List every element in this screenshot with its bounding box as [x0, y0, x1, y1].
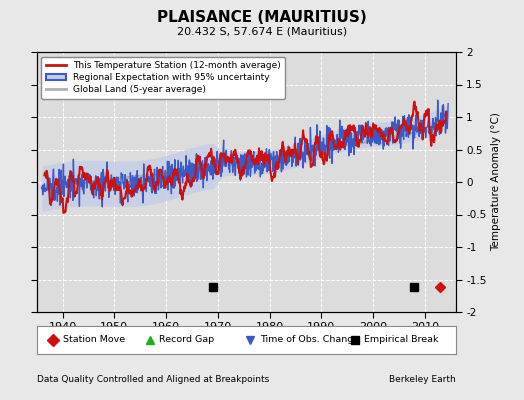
- Legend: This Temperature Station (12-month average), Regional Expectation with 95% uncer: This Temperature Station (12-month avera…: [41, 56, 285, 99]
- Text: Station Move: Station Move: [63, 336, 125, 344]
- Text: Time of Obs. Change: Time of Obs. Change: [260, 336, 359, 344]
- Text: Empirical Break: Empirical Break: [365, 336, 439, 344]
- Y-axis label: Temperature Anomaly (°C): Temperature Anomaly (°C): [491, 112, 501, 252]
- Text: PLAISANCE (MAURITIUS): PLAISANCE (MAURITIUS): [157, 10, 367, 25]
- Text: 20.432 S, 57.674 E (Mauritius): 20.432 S, 57.674 E (Mauritius): [177, 26, 347, 36]
- Text: Record Gap: Record Gap: [159, 336, 214, 344]
- Text: Data Quality Controlled and Aligned at Breakpoints: Data Quality Controlled and Aligned at B…: [37, 375, 269, 384]
- Text: Berkeley Earth: Berkeley Earth: [389, 375, 456, 384]
